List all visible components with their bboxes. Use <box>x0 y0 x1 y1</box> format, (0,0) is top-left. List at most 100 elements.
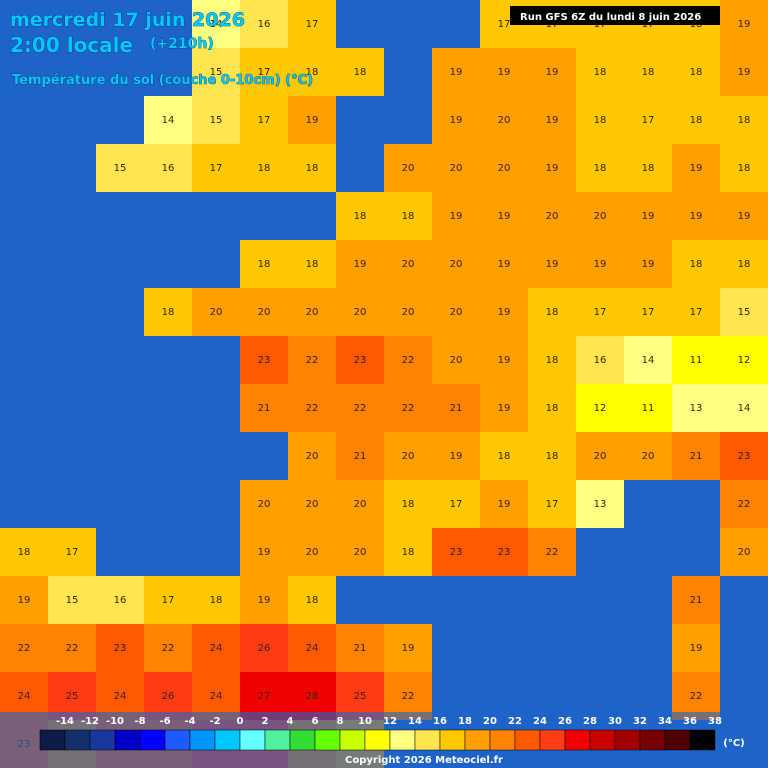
cell-value: 17 <box>642 307 655 318</box>
cell-value: 19 <box>498 307 511 318</box>
grid-cell <box>576 384 624 432</box>
cell-value: 21 <box>450 403 463 414</box>
legend-swatch <box>189 729 216 751</box>
cell-value: 18 <box>738 259 751 270</box>
grid-cell <box>288 96 336 144</box>
grid-cell <box>624 336 672 384</box>
grid-cell <box>288 432 336 480</box>
legend-label: 30 <box>608 716 622 727</box>
grid-cell <box>336 528 384 576</box>
legend-label: 16 <box>433 716 447 727</box>
legend-swatch <box>439 729 466 751</box>
grid-cell <box>672 576 720 624</box>
cell-value: 20 <box>450 355 463 366</box>
cell-value: 23 <box>738 451 751 462</box>
grid-cell <box>336 432 384 480</box>
legend-swatch <box>514 729 541 751</box>
time: 2:00 locale <box>10 33 133 57</box>
date: mercredi 17 juin 2026 <box>10 9 245 31</box>
grid-cell <box>624 48 672 96</box>
grid-cell <box>240 288 288 336</box>
grid-cell <box>288 336 336 384</box>
grid-cell <box>480 432 528 480</box>
grid-cell <box>480 384 528 432</box>
grid-cell <box>384 144 432 192</box>
cell-value: 19 <box>498 259 511 270</box>
cell-value: 18 <box>594 163 607 174</box>
grid-cell <box>432 480 480 528</box>
grid-cell <box>528 384 576 432</box>
cell-value: 19 <box>690 211 703 222</box>
grid-cell <box>384 336 432 384</box>
cell-value: 18 <box>546 403 559 414</box>
grid-cell <box>0 576 48 624</box>
legend-label: -2 <box>209 716 220 727</box>
grid-cell <box>288 48 336 96</box>
cell-value: 15 <box>738 307 751 318</box>
grid-cell <box>672 96 720 144</box>
cell-value: 20 <box>354 307 367 318</box>
grid-cell <box>480 144 528 192</box>
grid-cell <box>48 624 96 672</box>
cell-value: 11 <box>690 355 703 366</box>
grid-cell <box>192 288 240 336</box>
grid-cell <box>288 384 336 432</box>
grid-cell <box>0 624 48 672</box>
cell-value: 18 <box>354 67 367 78</box>
grid-cell <box>240 144 288 192</box>
legend-swatch <box>39 729 66 751</box>
cell-value: 20 <box>594 451 607 462</box>
cell-value: 23 <box>354 355 367 366</box>
cell-value: 13 <box>690 403 703 414</box>
grid-cell <box>240 624 288 672</box>
cell-value: 22 <box>162 643 175 654</box>
grid-cell <box>336 240 384 288</box>
legend-swatch <box>339 729 366 751</box>
cell-value: 20 <box>210 307 223 318</box>
legend-label: -10 <box>106 716 124 727</box>
grid-cell <box>672 192 720 240</box>
grid-cell <box>432 288 480 336</box>
grid-cell <box>672 624 720 672</box>
cell-value: 15 <box>114 163 127 174</box>
legend-label: 32 <box>633 716 647 727</box>
grid-cell <box>240 0 288 48</box>
legend-label: -4 <box>184 716 195 727</box>
cell-value: 20 <box>306 307 319 318</box>
grid-cell <box>432 528 480 576</box>
cell-value: 14 <box>162 115 175 126</box>
cell-value: 20 <box>354 547 367 558</box>
grid-cell <box>672 432 720 480</box>
grid-cell <box>576 432 624 480</box>
legend-label: 34 <box>658 716 672 727</box>
grid-cell <box>720 144 768 192</box>
grid-cell <box>192 624 240 672</box>
cell-value: 20 <box>450 307 463 318</box>
cell-value: 18 <box>594 67 607 78</box>
cell-value: 16 <box>114 595 127 606</box>
cell-value: 19 <box>738 211 751 222</box>
grid-cell <box>624 432 672 480</box>
cell-value: 20 <box>402 307 415 318</box>
cell-value: 19 <box>546 163 559 174</box>
legend-swatch <box>289 729 316 751</box>
cell-value: 19 <box>306 115 319 126</box>
cell-value: 25 <box>354 691 367 702</box>
grid-cell <box>384 288 432 336</box>
grid-cell <box>96 576 144 624</box>
cell-value: 17 <box>66 547 79 558</box>
legend-swatch <box>564 729 591 751</box>
grid-cell <box>384 432 432 480</box>
grid-cell <box>528 336 576 384</box>
legend-swatch <box>689 729 716 751</box>
legend-label: 36 <box>683 716 697 727</box>
grid-cell <box>720 192 768 240</box>
cell-value: 18 <box>546 355 559 366</box>
grid-cell <box>240 336 288 384</box>
grid-cell <box>672 144 720 192</box>
cell-value: 17 <box>498 19 511 30</box>
run: Run GFS 6Z du lundi 8 juin 2026 <box>520 12 701 23</box>
legend-label: 18 <box>458 716 472 727</box>
cell-value: 19 <box>450 115 463 126</box>
